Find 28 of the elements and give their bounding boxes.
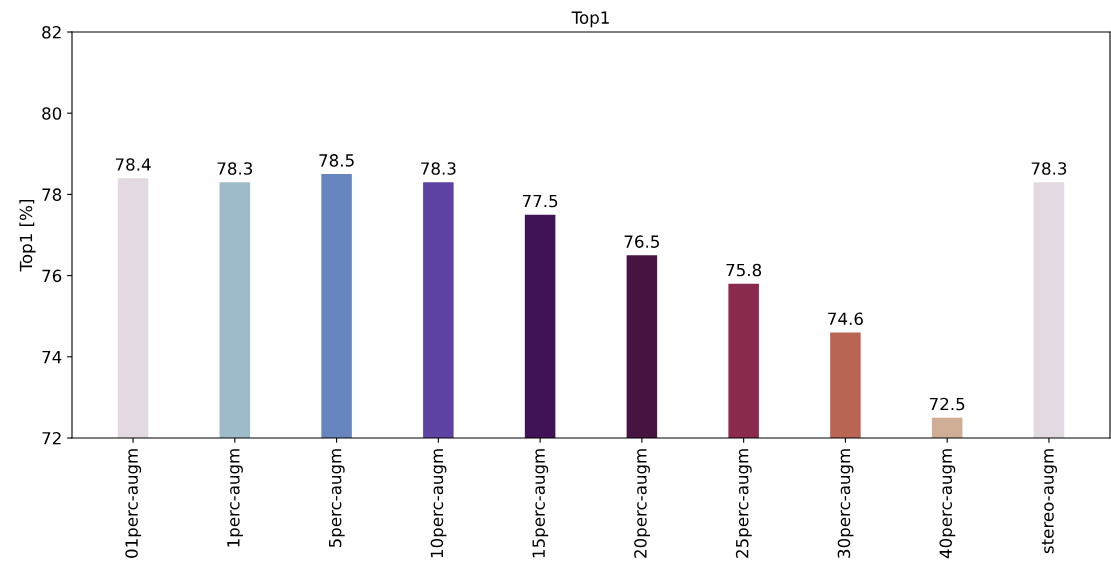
data-label: 78.3: [217, 162, 253, 175]
y-tick-label: 80: [42, 107, 62, 120]
y-tick-label: 78: [42, 188, 62, 201]
x-tick-label: 30perc-augm: [837, 449, 854, 558]
data-label: 78.3: [1031, 162, 1067, 175]
y-axis-title: Top1 [%]: [19, 200, 36, 272]
data-label: 77.5: [522, 194, 558, 208]
x-tick-label: 01perc-augm: [125, 449, 142, 558]
x-tick-label: stereo-augm: [1041, 449, 1058, 554]
data-label: 78.5: [319, 154, 354, 167]
x-tick-label: 10perc-augm: [430, 449, 447, 558]
x-tick-label: 1perc-augm: [227, 449, 243, 547]
y-tick-label: 74: [42, 350, 62, 364]
data-label: 78.4: [115, 158, 151, 171]
y-tick-label: 82: [42, 25, 61, 39]
y-tick-label: 76: [42, 269, 62, 283]
data-label: 75.8: [726, 263, 762, 277]
x-tick-label: 40perc-augm: [939, 449, 956, 559]
y-tick-label: 72: [42, 431, 61, 445]
data-label: 72.5: [929, 397, 965, 411]
x-tick-label: 20perc-augm: [634, 449, 650, 558]
chart-title: Top1: [571, 11, 609, 28]
data-label: 78.3: [421, 162, 456, 175]
data-label: 76.5: [624, 235, 659, 248]
x-tick-label: 5perc-augm: [329, 449, 345, 548]
data-label: 74.6: [828, 312, 863, 326]
x-tick-label: 25perc-augm: [735, 449, 752, 558]
x-tick-label: 15perc-augm: [532, 449, 549, 558]
